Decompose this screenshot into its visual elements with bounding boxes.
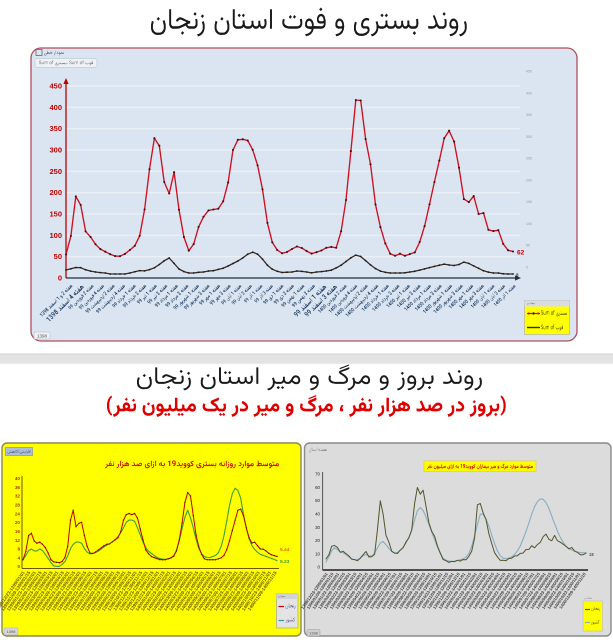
svg-text:32: 32 <box>15 494 21 499</box>
svg-text:0: 0 <box>318 565 321 570</box>
svg-text:30: 30 <box>315 525 320 530</box>
svg-text:0: 0 <box>58 274 62 283</box>
svg-text:60: 60 <box>315 485 320 490</box>
svg-text:50: 50 <box>54 252 62 261</box>
svg-text:50: 50 <box>526 244 530 248</box>
svg-text:40: 40 <box>15 476 21 481</box>
svg-text:100: 100 <box>49 231 62 240</box>
svg-text:100: 100 <box>526 222 532 226</box>
svg-text:400: 400 <box>526 91 532 95</box>
svg-text:5.23: 5.23 <box>280 559 290 565</box>
svg-text:4: 4 <box>17 555 20 560</box>
svg-text:62: 62 <box>517 250 525 257</box>
svg-text:10: 10 <box>315 551 320 556</box>
svg-text:200: 200 <box>49 188 62 197</box>
svg-text:250: 250 <box>526 157 532 161</box>
svg-text:20: 20 <box>15 520 21 525</box>
svg-text:12: 12 <box>15 538 21 543</box>
svg-text:250: 250 <box>49 167 62 176</box>
svg-text:450: 450 <box>49 82 62 91</box>
svg-text:0: 0 <box>17 564 20 569</box>
svg-text:28: 28 <box>15 503 21 508</box>
svg-text:300: 300 <box>526 135 532 139</box>
svg-text:24: 24 <box>15 511 21 516</box>
svg-text:8: 8 <box>17 547 20 552</box>
svg-text:16: 16 <box>15 529 21 534</box>
svg-text:8: 8 <box>516 273 519 278</box>
svg-text:1398: 1398 <box>37 334 48 339</box>
svg-text:350: 350 <box>526 113 532 117</box>
svg-text:150: 150 <box>526 200 532 204</box>
svg-text:36: 36 <box>15 485 21 490</box>
svg-text:450: 450 <box>526 70 532 74</box>
svg-text:1398: 1398 <box>7 629 17 634</box>
svg-text:1398: 1398 <box>309 631 317 635</box>
svg-text:20: 20 <box>315 538 320 543</box>
svg-text:150: 150 <box>49 210 62 219</box>
svg-text:300: 300 <box>49 146 62 155</box>
svg-text:50: 50 <box>315 498 320 503</box>
svg-text:200: 200 <box>526 178 532 182</box>
svg-text:0: 0 <box>526 266 528 270</box>
svg-text:40: 40 <box>315 512 320 517</box>
svg-text:70: 70 <box>315 472 320 477</box>
svg-text:18: 18 <box>589 552 594 557</box>
svg-text:400: 400 <box>49 103 62 112</box>
svg-text:5.44: 5.44 <box>280 547 290 553</box>
svg-text:350: 350 <box>49 124 62 133</box>
